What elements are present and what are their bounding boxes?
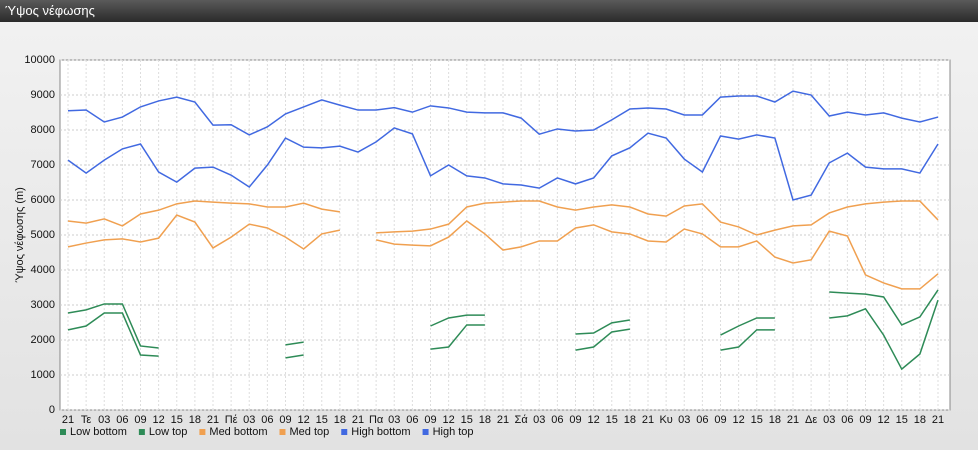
x-tick-label: 15 [896, 414, 908, 426]
x-tick-label: Πέ [225, 414, 238, 426]
y-tick-label: 2000 [31, 334, 55, 346]
legend-swatch [199, 429, 206, 435]
x-tick-label: 12 [153, 414, 165, 426]
x-tick-label: 06 [696, 414, 708, 426]
x-tick-label: 03 [243, 414, 255, 426]
series-line [67, 289, 939, 349]
legend-swatch [138, 429, 145, 435]
series-line [67, 200, 939, 236]
legend-label: Med bottom [209, 426, 267, 438]
legend-label: Low top [149, 426, 188, 438]
legend-label: Med top [290, 426, 330, 438]
x-tick-label: 12 [298, 414, 310, 426]
x-tick-label: 21 [787, 414, 799, 426]
legend-swatch [341, 429, 348, 435]
x-tick-label: 12 [878, 414, 890, 426]
legend-label: Low bottom [70, 426, 127, 438]
x-tick-label: 06 [841, 414, 853, 426]
y-tick-label: 4000 [31, 264, 55, 276]
x-tick-label: 06 [116, 414, 128, 426]
x-tick-label: 21 [932, 414, 944, 426]
x-tick-label: 06 [551, 414, 563, 426]
x-tick-label: 03 [388, 414, 400, 426]
x-tick-label: Σά [515, 414, 529, 426]
x-tick-label: 09 [714, 414, 726, 426]
y-tick-label: 5000 [31, 229, 55, 241]
y-tick-label: 10000 [24, 54, 55, 66]
window-title: Ύψος νέφωσης [0, 0, 978, 22]
x-tick-label: 15 [461, 414, 473, 426]
x-tick-label: 18 [624, 414, 636, 426]
x-tick-label: 21 [207, 414, 219, 426]
x-tick-label: 15 [171, 414, 183, 426]
x-tick-label: 15 [751, 414, 763, 426]
legend-swatch [279, 429, 286, 435]
x-tick-label: 21 [352, 414, 364, 426]
series-line [67, 90, 939, 136]
x-tick-label: 18 [914, 414, 926, 426]
legend-label: High bottom [351, 426, 410, 438]
legend-swatch [60, 429, 66, 435]
series-line [67, 214, 939, 290]
x-tick-label: 18 [769, 414, 781, 426]
x-tick-label: Κυ [659, 414, 672, 426]
legend-swatch [422, 429, 429, 435]
x-tick-label: 15 [606, 414, 618, 426]
x-tick-label: 18 [189, 414, 201, 426]
x-tick-label: 09 [859, 414, 871, 426]
y-tick-label: 7000 [31, 159, 55, 171]
x-tick-label: 09 [279, 414, 291, 426]
x-tick-label: 21 [642, 414, 654, 426]
y-tick-label: 1000 [31, 369, 55, 381]
x-tick-label: 12 [443, 414, 455, 426]
y-tick-label: 6000 [31, 194, 55, 206]
x-tick-label: 06 [406, 414, 418, 426]
x-tick-label: Τε [81, 414, 92, 426]
x-tick-label: 15 [316, 414, 328, 426]
y-tick-label: 8000 [31, 124, 55, 136]
x-tick-label: Δε [805, 414, 817, 426]
x-tick-label: 21 [497, 414, 509, 426]
x-tick-label: 18 [479, 414, 491, 426]
chart: Ύψος νέφωσης (m) 0 1000 2000 3000 4000 5000 60… [14, 54, 951, 438]
x-tick-label: 03 [98, 414, 110, 426]
x-tick-label: 03 [533, 414, 545, 426]
y-axis-label: Ύψος νέφωσης (m) [14, 187, 26, 283]
series-line [67, 299, 939, 371]
x-tick-label: Πα [369, 414, 384, 426]
y-tick-label: 9000 [31, 89, 55, 101]
x-tick-label: 06 [261, 414, 273, 426]
x-tick-label: 12 [733, 414, 745, 426]
x-tick-label: 09 [134, 414, 146, 426]
legend-label: High top [433, 426, 474, 438]
x-tick-label: 03 [678, 414, 690, 426]
x-tick-label: 03 [823, 414, 835, 426]
x-tick-label: 21 [62, 414, 74, 426]
x-tick-label: 18 [334, 414, 346, 426]
y-tick-label: 0 [49, 404, 55, 416]
x-tick-label: 09 [569, 414, 581, 426]
series-line [67, 127, 939, 201]
x-tick-label: 12 [588, 414, 600, 426]
x-tick-label: 09 [424, 414, 436, 426]
y-tick-label: 3000 [31, 299, 55, 311]
